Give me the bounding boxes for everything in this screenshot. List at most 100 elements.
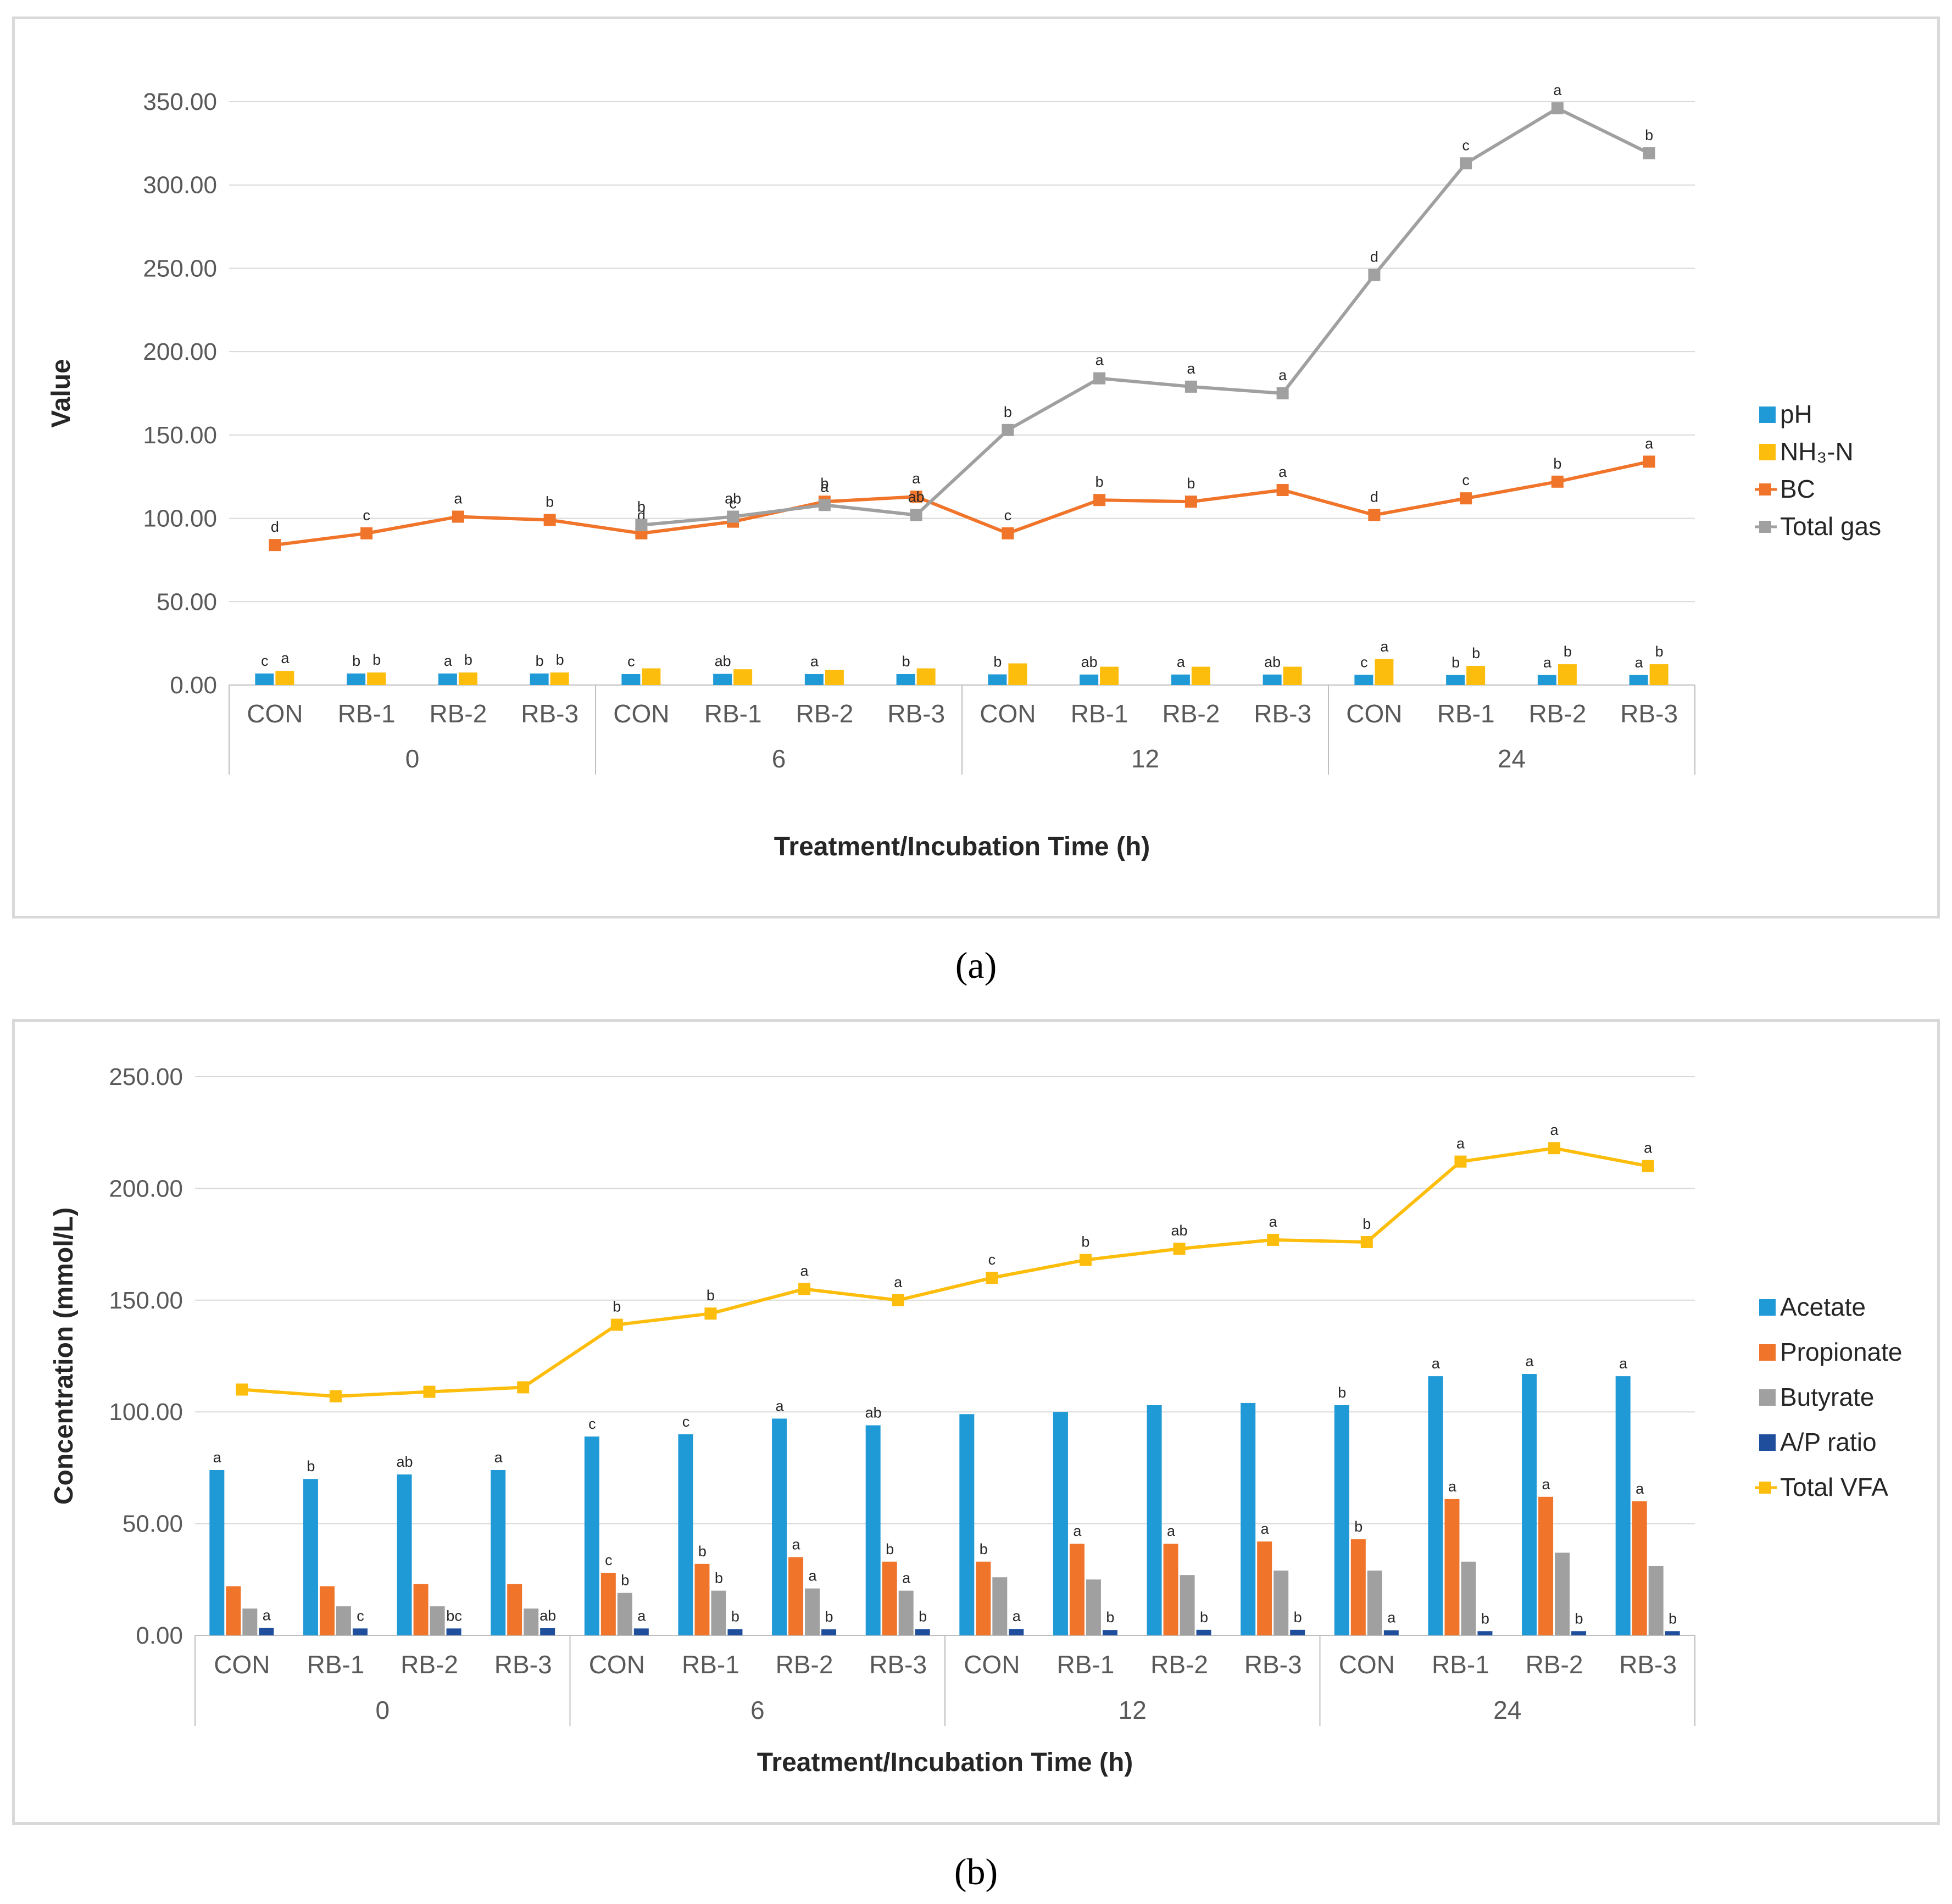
bar bbox=[1053, 1412, 1068, 1635]
x-axis-title: Treatment/Incubation Time (h) bbox=[757, 1748, 1133, 1777]
bar bbox=[1367, 1571, 1382, 1635]
bar bbox=[882, 1561, 897, 1635]
bar bbox=[678, 1434, 693, 1635]
bar bbox=[1428, 1376, 1443, 1635]
chart-a-svg: 0.00 50.00 100.00 150.00 200.00 250.00 300.00 3… bbox=[47, 82, 1881, 861]
bar bbox=[242, 1608, 258, 1635]
significance-letter: ab bbox=[397, 1454, 413, 1470]
bar bbox=[438, 673, 457, 685]
significance-letter: a bbox=[1542, 1476, 1551, 1493]
bar bbox=[1069, 1544, 1085, 1635]
bar bbox=[1665, 1631, 1680, 1635]
bar bbox=[430, 1606, 445, 1635]
significance-letter: b bbox=[1472, 645, 1480, 661]
significance-letter: c bbox=[729, 496, 737, 512]
significance-letter: a bbox=[1448, 1478, 1457, 1495]
x-group-label: 12 bbox=[1119, 1696, 1147, 1724]
x-group-label: 0 bbox=[405, 744, 420, 773]
significance-letter: a bbox=[1167, 1523, 1176, 1539]
y-tick-label: 350.00 bbox=[143, 88, 217, 115]
line-point bbox=[1184, 496, 1197, 508]
bar bbox=[1537, 675, 1556, 685]
bar bbox=[367, 672, 386, 685]
line-point bbox=[236, 1383, 248, 1396]
significance-letter: a bbox=[494, 1449, 503, 1466]
bar bbox=[336, 1606, 351, 1635]
significance-letter: b bbox=[1481, 1610, 1489, 1627]
significance-letter: b bbox=[698, 1543, 707, 1560]
y-tick-label: 100.00 bbox=[143, 505, 217, 532]
bar bbox=[584, 1436, 599, 1635]
bar bbox=[352, 1628, 368, 1635]
bar bbox=[530, 673, 549, 685]
bar bbox=[1615, 1376, 1631, 1635]
x-category-label: CON bbox=[214, 1650, 270, 1679]
line-point bbox=[635, 519, 648, 531]
significance-letter: a bbox=[776, 1398, 785, 1414]
significance-letter: b bbox=[546, 494, 554, 510]
significance-letter: b bbox=[1338, 1384, 1346, 1401]
series-line bbox=[242, 1146, 1649, 1398]
bar bbox=[303, 1479, 318, 1635]
significance-letter: b bbox=[980, 1541, 988, 1557]
line-point bbox=[1643, 455, 1655, 468]
significance-letter: ab bbox=[1081, 654, 1098, 670]
x-category-label: CON bbox=[964, 1650, 1020, 1679]
x-group-label: 6 bbox=[772, 744, 786, 773]
bar bbox=[1571, 1631, 1587, 1635]
legend-swatch bbox=[1759, 483, 1771, 496]
bar bbox=[633, 1628, 649, 1635]
bar bbox=[642, 668, 661, 685]
bar bbox=[1632, 1501, 1647, 1635]
legend-label: Butyrate bbox=[1780, 1383, 1874, 1411]
x-category-label: RB-3 bbox=[1619, 1650, 1677, 1679]
line-point bbox=[727, 510, 739, 523]
x-category-label: RB-1 bbox=[307, 1650, 365, 1679]
significance-letter: d bbox=[271, 519, 279, 535]
x-group-label: 0 bbox=[375, 1696, 390, 1724]
significance-letter: c bbox=[363, 507, 370, 524]
line-point bbox=[1002, 527, 1014, 539]
significance-letter: b bbox=[1575, 1610, 1583, 1627]
significance-letter: a bbox=[1644, 1140, 1653, 1156]
significance-letter: b bbox=[372, 652, 381, 668]
x-category-label: RB-3 bbox=[494, 1650, 552, 1679]
y-tick-label: 150.00 bbox=[109, 1287, 183, 1314]
legend-label: A/P ratio bbox=[1780, 1428, 1877, 1456]
bar bbox=[1538, 1496, 1554, 1635]
significance-letter: b bbox=[1294, 1609, 1302, 1625]
x-group-label: 24 bbox=[1498, 744, 1526, 773]
y-tick-label: 250.00 bbox=[109, 1064, 183, 1090]
bar bbox=[1102, 1630, 1117, 1635]
bar bbox=[1080, 674, 1099, 685]
line-point bbox=[1276, 483, 1289, 496]
significance-letter: a bbox=[1261, 1521, 1270, 1537]
bar bbox=[550, 672, 569, 685]
line-point bbox=[360, 527, 373, 539]
line-point bbox=[910, 491, 922, 503]
bar bbox=[540, 1628, 555, 1635]
bar bbox=[209, 1469, 225, 1635]
bar bbox=[1283, 666, 1302, 685]
legend-swatch bbox=[1759, 444, 1776, 460]
bar bbox=[275, 671, 294, 685]
bar bbox=[458, 672, 477, 685]
significance-letter: b bbox=[1004, 404, 1012, 420]
bar bbox=[397, 1474, 412, 1635]
x-category-label: RB-2 bbox=[776, 1650, 833, 1679]
significance-letter: b bbox=[820, 475, 828, 492]
bar bbox=[1180, 1575, 1195, 1635]
bar bbox=[694, 1563, 710, 1635]
bar bbox=[992, 1577, 1008, 1635]
bar bbox=[959, 1414, 975, 1635]
y-tick-label: 300.00 bbox=[143, 172, 217, 199]
significance-letter: b bbox=[993, 654, 1002, 670]
bar bbox=[1196, 1629, 1211, 1635]
significance-letter: a bbox=[1269, 1213, 1278, 1230]
x-category-label: RB-2 bbox=[401, 1650, 458, 1679]
significance-letter: b bbox=[919, 1608, 927, 1625]
legend-label: pH bbox=[1780, 400, 1812, 428]
bar bbox=[727, 1629, 743, 1635]
significance-letter: a bbox=[1526, 1353, 1534, 1369]
caption-b: (b) bbox=[0, 1850, 1952, 1894]
